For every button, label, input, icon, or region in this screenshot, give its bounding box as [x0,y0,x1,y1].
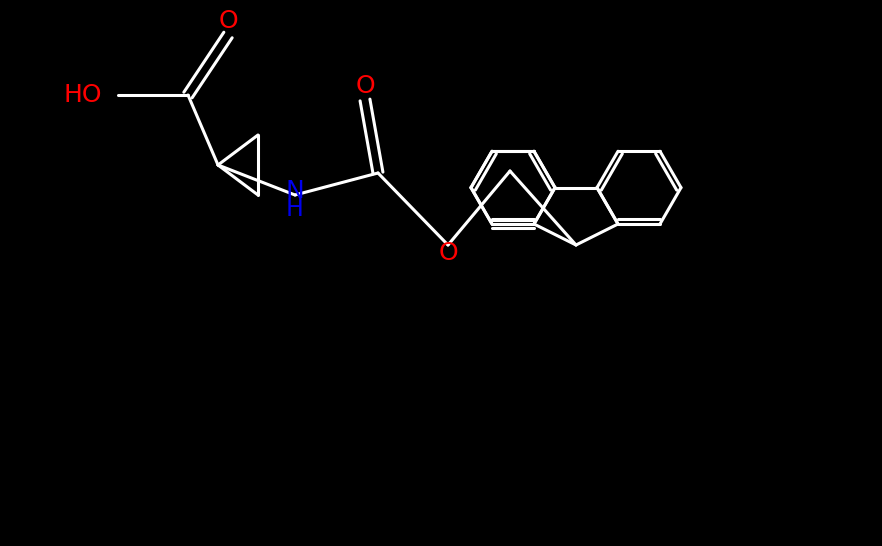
Text: O: O [438,241,458,265]
Text: O: O [218,9,238,33]
Text: H: H [286,197,304,221]
Text: O: O [355,74,375,98]
Text: N: N [286,179,304,203]
Text: HO: HO [64,83,102,107]
